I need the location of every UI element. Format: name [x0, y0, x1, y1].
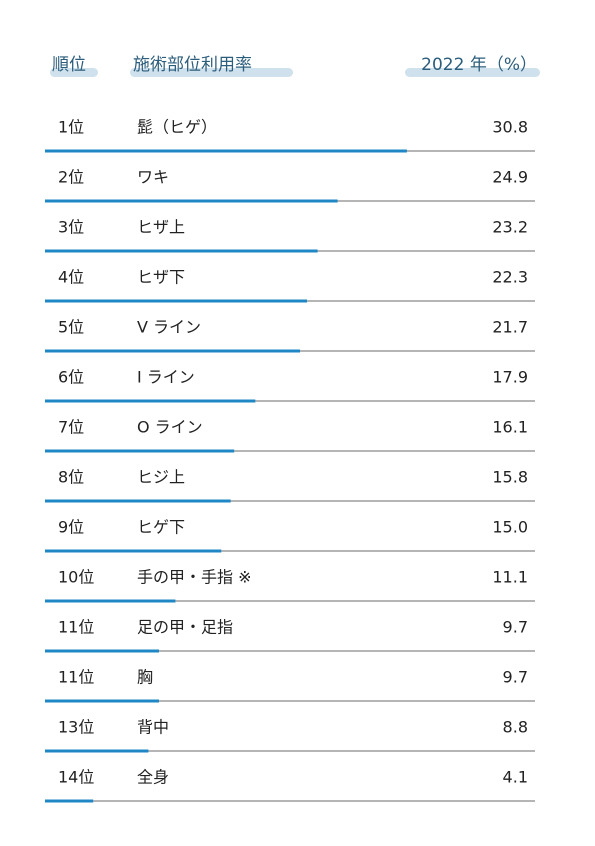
rank: 11位 — [58, 668, 94, 687]
part-name: 足の甲・足指 — [137, 618, 233, 637]
value-label: 8.8 — [503, 718, 528, 737]
rank: 3位 — [58, 218, 84, 237]
header-rank: 順位 — [52, 55, 86, 75]
value-label: 9.7 — [503, 668, 528, 687]
part-name: ヒジ上 — [137, 468, 185, 487]
part-name: 髭（ヒゲ） — [137, 118, 217, 137]
value-label: 22.3 — [492, 268, 528, 287]
value-label: 15.0 — [492, 518, 528, 537]
part-name: O ライン — [137, 418, 203, 437]
rank: 7位 — [58, 418, 84, 437]
rank: 5位 — [58, 318, 84, 337]
part-name: 手の甲・手指 ※ — [137, 568, 252, 587]
value-label: 16.1 — [492, 418, 528, 437]
value-label: 4.1 — [503, 768, 528, 787]
part-name: 背中 — [137, 718, 169, 737]
part-name: ヒザ下 — [137, 268, 185, 287]
part-name: I ライン — [137, 368, 195, 387]
part-name: V ライン — [137, 318, 201, 337]
rank: 13位 — [58, 718, 94, 737]
value-label: 15.8 — [492, 468, 528, 487]
rank: 1位 — [58, 118, 84, 137]
value-label: 9.7 — [503, 618, 528, 637]
part-name: ヒザ上 — [137, 218, 185, 237]
part-name: ヒゲ下 — [137, 518, 185, 537]
part-name: ワキ — [137, 168, 169, 187]
rank: 11位 — [58, 618, 94, 637]
header-underline — [50, 68, 98, 77]
part-name: 胸 — [137, 668, 153, 687]
value-label: 23.2 — [492, 218, 528, 237]
rank: 9位 — [58, 518, 84, 537]
rank: 6位 — [58, 368, 84, 387]
value-label: 11.1 — [492, 568, 528, 587]
header-year: 2022 年（%） — [421, 55, 537, 75]
part-name: 全身 — [137, 768, 169, 787]
rank: 8位 — [58, 468, 84, 487]
header-underline — [130, 68, 293, 77]
rank: 2位 — [58, 168, 84, 187]
rank: 14位 — [58, 768, 94, 787]
value-label: 24.9 — [492, 168, 528, 187]
rank: 4位 — [58, 268, 84, 287]
value-label: 17.9 — [492, 368, 528, 387]
header-part: 施術部位利用率 — [133, 55, 252, 75]
rank: 10位 — [58, 568, 94, 587]
header-underline — [405, 68, 540, 77]
value-label: 21.7 — [492, 318, 528, 337]
value-label: 30.8 — [492, 118, 528, 137]
